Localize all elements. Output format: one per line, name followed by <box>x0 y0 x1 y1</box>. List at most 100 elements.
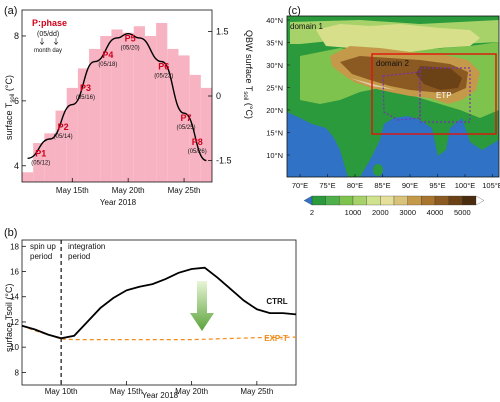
island <box>373 164 383 176</box>
phase-label: P8 <box>192 137 203 147</box>
lon-tick-label: 95°E <box>429 181 445 190</box>
phase-label: P3 <box>80 83 91 93</box>
colorbar-tick-label: 3000 <box>399 208 416 217</box>
colorbar-high-end <box>476 196 484 205</box>
colorbar-swatch <box>326 196 340 205</box>
left-tick-label: 4 <box>14 161 19 171</box>
panel-a-label: (a) <box>4 5 17 17</box>
phase-label: P1 <box>35 149 46 159</box>
lon-tick-label: 80°E <box>347 181 363 190</box>
legend-month-day: month day <box>34 48 62 54</box>
x-tick-label: May 15th <box>110 387 143 396</box>
soil-temp-bar <box>123 33 134 182</box>
phase-label: P6 <box>158 62 169 72</box>
x-tick-label: May 10th <box>45 387 78 396</box>
spinup-label: spin up <box>30 242 56 251</box>
soil-temp-bar <box>201 88 212 182</box>
colorbar-swatch <box>353 196 367 205</box>
ctrl-label: CTRL <box>266 297 287 306</box>
colorbar-tick-label: 2 <box>310 208 314 217</box>
spinup-label-2: period <box>30 252 52 261</box>
colorbar-swatch <box>339 196 353 205</box>
panel-c-label: (c) <box>288 5 301 17</box>
colorbar-tick-label: 2000 <box>372 208 389 217</box>
left-tick-label: 8 <box>14 31 19 41</box>
panel-c: (c) domain 1 domain 2 ETP <box>266 5 500 217</box>
phase-date: (05/18) <box>98 62 117 68</box>
soil-temp-bar <box>89 49 100 182</box>
panel-a-bars <box>22 23 212 182</box>
phase-label: P4 <box>102 50 113 60</box>
panel-a-ylabel-right: QBW surface Tsoil (°C) <box>242 30 254 119</box>
right-tick-label: 1.5 <box>216 27 229 37</box>
x-tick-label: May 20th <box>175 387 208 396</box>
colorbar-swatch <box>421 196 435 205</box>
phase-label: P7 <box>181 113 192 123</box>
panel-b-label: (b) <box>4 227 17 239</box>
colorbar-swatch <box>312 196 326 205</box>
phase-label: P2 <box>58 122 69 132</box>
phase-date: (05/25) <box>177 125 196 131</box>
integration-label: integration <box>68 242 105 251</box>
colorbar-swatch <box>367 196 381 205</box>
ctrl-line <box>22 268 296 339</box>
colorbar-low-end <box>304 196 312 205</box>
lon-tick-label: 85°E <box>374 181 390 190</box>
etp-label: ETP <box>436 91 452 100</box>
colorbar-swatch <box>380 196 394 205</box>
lat-tick-label: 25°N <box>266 84 283 93</box>
exp-t-label: EXP-T <box>264 334 288 343</box>
legend-arrows <box>40 38 58 45</box>
soil-temp-bar <box>22 172 33 182</box>
panel-a: (a) 4 6 8 1.5 0 -1.5 May 15th May 20th May 25t… <box>4 5 254 207</box>
panel-a-ylabel-left: surface Tsoil (°C) <box>4 75 16 140</box>
legend-sub: (05/dd) <box>37 31 59 38</box>
colorbar-tick-label: 5000 <box>454 208 471 217</box>
colorbar-swatch <box>435 196 449 205</box>
phase-date: (05/26) <box>188 149 207 155</box>
lat-tick-label: 35°N <box>266 39 283 48</box>
lat-tick-label: 20°N <box>266 106 283 115</box>
phase-date: (05/12) <box>31 161 50 167</box>
lon-tick-label: 105°E <box>482 181 500 190</box>
domain-1-label: domain 1 <box>290 22 323 31</box>
right-tick-label: -1.5 <box>216 156 232 166</box>
phase-label: P5 <box>125 34 136 44</box>
colorbar-swatch <box>394 196 408 205</box>
y-tick-label: 16 <box>10 268 19 277</box>
right-tick-label: 0 <box>216 91 221 101</box>
domain-2-label: domain 2 <box>376 59 409 68</box>
colorbar-swatch <box>462 196 476 205</box>
colorbar-tick-label: 1000 <box>345 208 362 217</box>
panel-b-xlabel: Year 2018 <box>142 391 179 400</box>
colorbar-tick-label: 4000 <box>427 208 444 217</box>
cooling-arrow <box>190 281 214 331</box>
x-tick-label: May 20th <box>112 186 145 195</box>
phase-date: (05/16) <box>76 95 95 101</box>
lon-tick-label: 90°E <box>402 181 418 190</box>
y-tick-label: 8 <box>15 368 20 377</box>
colorbar-swatch <box>449 196 463 205</box>
soil-temp-bar <box>156 23 167 182</box>
colorbar-swatch <box>408 196 422 205</box>
phase-date: (05/14) <box>54 134 73 140</box>
phase-date: (05/23) <box>154 74 173 80</box>
panel-a-xlabel: Year 2018 <box>100 198 137 207</box>
latitude-ticks: 40°N 35°N 30°N 25°N 20°N 15°N 10°N <box>266 16 290 160</box>
lon-tick-label: 75°E <box>319 181 335 190</box>
x-tick-label: May 15th <box>56 186 89 195</box>
legend-title: P:phase <box>32 18 67 28</box>
elevation-colorbar <box>304 196 484 205</box>
lon-tick-label: 70°E <box>292 181 308 190</box>
panel-b-ylabel: surface Tsoil (°C) <box>4 284 14 352</box>
lat-tick-label: 10°N <box>266 151 283 160</box>
colorbar-ticks: 2 1000 2000 3000 4000 5000 <box>310 208 471 217</box>
panel-b-frame <box>22 240 296 385</box>
topography-map <box>287 16 499 177</box>
lat-tick-label: 15°N <box>266 129 283 138</box>
lat-tick-label: 40°N <box>266 16 283 25</box>
panel-b: (b) 8 10 12 14 16 18 May 10th May 15th May 20th… <box>4 227 296 400</box>
phase-date: (05/20) <box>121 46 140 52</box>
lon-tick-label: 100°E <box>455 181 476 190</box>
